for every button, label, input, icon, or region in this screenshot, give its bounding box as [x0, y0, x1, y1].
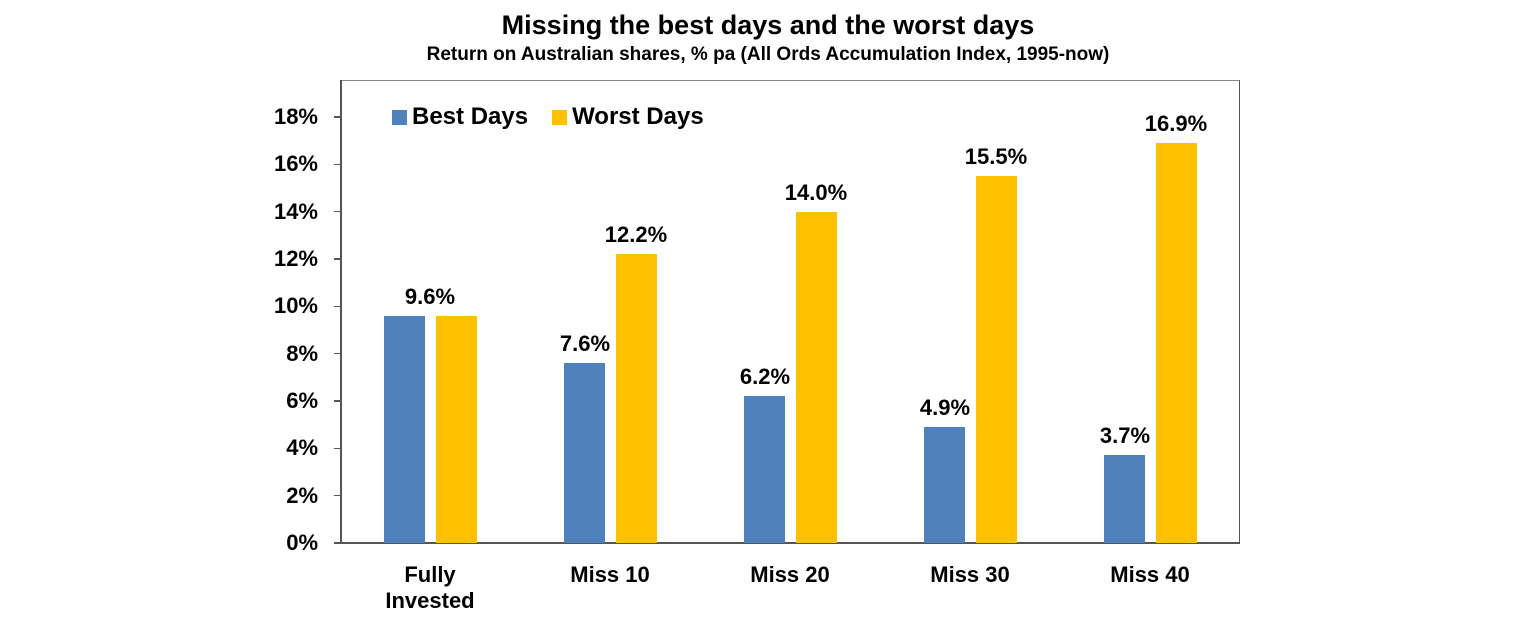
bar-worst-days	[1156, 143, 1197, 543]
data-label: 4.9%	[919, 395, 971, 421]
bar-best-days	[744, 396, 785, 543]
legend-label-worst-days: Worst Days	[572, 103, 704, 130]
y-axis	[340, 80, 342, 544]
x-tick-label: Fully Invested	[385, 562, 475, 613]
y-tick-mark	[334, 116, 341, 118]
bar-worst-days	[796, 211, 837, 543]
legend-swatch-best-days	[392, 109, 407, 125]
data-label: 15.5%	[964, 144, 1028, 170]
plot-area	[340, 80, 1240, 543]
y-tick-mark	[334, 542, 341, 544]
legend-item-best-days: Best Days	[392, 103, 528, 131]
data-label: 9.6%	[404, 283, 456, 309]
y-tick-label: 8%	[286, 340, 318, 366]
y-tick-label: 18%	[273, 104, 318, 129]
x-axis	[340, 542, 1240, 544]
chart-subtitle: Return on Australian shares, % pa (All O…	[426, 44, 1110, 65]
bar-best-days	[924, 427, 965, 543]
y-tick-mark	[334, 352, 341, 355]
x-tick-label: Miss 40	[1110, 562, 1190, 587]
x-tick-label: Miss 10	[570, 562, 650, 587]
data-label: 6.2%	[739, 364, 791, 390]
y-tick-label: 14%	[273, 198, 318, 224]
y-tick-mark	[334, 163, 341, 166]
bar-best-days	[1104, 455, 1145, 543]
y-tick-label: 12%	[273, 246, 318, 271]
data-label: 16.9%	[1144, 111, 1208, 137]
data-label: 3.7%	[1099, 423, 1151, 449]
x-tick-label: Miss 30	[930, 562, 1010, 587]
bar-best-days	[384, 315, 425, 543]
chart-title: Missing the best days and the worst days	[501, 10, 1035, 40]
data-label: 14.0%	[784, 179, 848, 205]
y-tick-mark	[334, 447, 341, 450]
legend-item-worst-days: Worst Days	[552, 103, 704, 131]
bar-worst-days	[436, 315, 477, 543]
bar-worst-days	[616, 254, 657, 543]
y-tick-label: 4%	[286, 435, 318, 461]
y-tick-label: 0%	[286, 530, 318, 555]
y-tick-mark	[334, 258, 341, 260]
legend-label-best-days: Best Days	[412, 103, 529, 130]
legend-swatch-worst-days	[552, 109, 568, 125]
bar-worst-days	[976, 176, 1017, 543]
bar-best-days	[564, 363, 605, 543]
data-label: 7.6%	[559, 331, 611, 357]
y-tick-label: 16%	[273, 151, 318, 177]
y-tick-mark	[334, 400, 341, 402]
legend: Best Days Worst Days	[392, 103, 728, 131]
y-tick-mark	[334, 305, 341, 308]
data-label: 12.2%	[604, 222, 668, 248]
y-tick-mark	[334, 494, 341, 497]
y-tick-mark	[334, 210, 341, 213]
y-tick-label: 10%	[273, 293, 318, 319]
y-tick-label: 2%	[286, 482, 318, 508]
y-tick-label: 6%	[286, 388, 318, 413]
x-tick-label: Miss 20	[750, 562, 830, 587]
